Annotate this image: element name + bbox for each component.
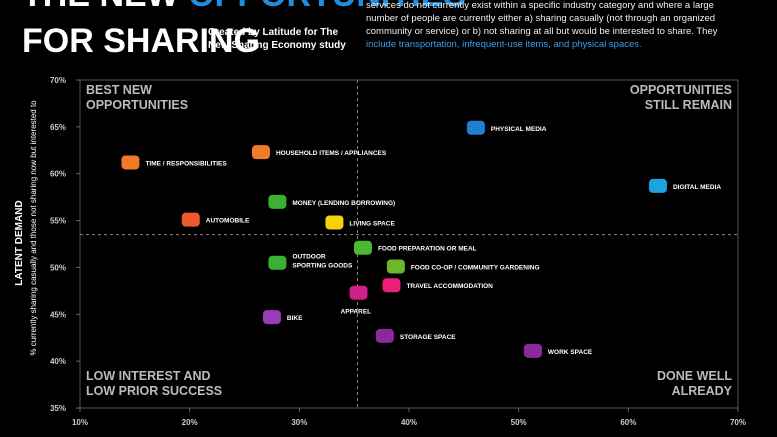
y-tick-label: 60%: [50, 170, 66, 179]
point-label: FOOD PREPARATION OR MEAL: [378, 246, 477, 253]
x-tick-label: 70%: [730, 418, 746, 427]
title: THE NEW OPPORTUNITIES: [22, 0, 466, 14]
description: services do not currently exist within a…: [366, 0, 718, 50]
subtitle: Created by Latitude for The: [208, 27, 338, 38]
quadrant-label: STILL REMAIN: [645, 98, 732, 112]
point-label: TIME / RESPONSIBILITIES: [145, 160, 227, 167]
point-label: APPAREL: [341, 309, 372, 316]
title-part: THE NEW: [22, 0, 180, 14]
title: FOR SHARING: [22, 22, 260, 60]
point-label: LIVING SPACE: [349, 220, 395, 227]
point-icon: [181, 212, 200, 227]
quadrant-label: BEST NEW: [86, 83, 152, 97]
description-line: community or service) or b) not sharing …: [366, 26, 718, 37]
point-icon: [251, 145, 270, 160]
point-icon: [349, 285, 368, 300]
y-tick-label: 55%: [50, 217, 66, 226]
y-tick-label: 35%: [50, 404, 66, 413]
quadrant-label: DONE WELL: [657, 369, 732, 383]
x-tick-label: 30%: [291, 418, 307, 427]
point-label: AUTOMOBILE: [206, 218, 250, 225]
point-icon: [375, 328, 394, 343]
y-tick-label: 40%: [50, 357, 66, 366]
point-icon: [523, 343, 542, 358]
x-tick-label: 10%: [72, 418, 88, 427]
description-line: number of people are currently either a)…: [366, 13, 715, 24]
x-tick-label: 50%: [511, 418, 527, 427]
description-line: include transportation, infrequent-use i…: [366, 39, 642, 50]
point-icon: [262, 310, 281, 325]
point-icon: [121, 155, 140, 170]
point-label: WORK SPACE: [548, 349, 593, 356]
quadrant-label: LOW INTEREST AND: [86, 369, 211, 383]
quadrant-label: LOW PRIOR SUCCESS: [86, 384, 222, 398]
point-icon: [325, 215, 344, 230]
point-icon: [386, 259, 405, 274]
y-axis-sublabel: % currently sharing casually and those n…: [29, 100, 38, 356]
x-tick-label: 60%: [620, 418, 636, 427]
quadrant-label: OPPORTUNITIES: [86, 98, 188, 112]
point-label: TRAVEL ACCOMMODATION: [406, 283, 493, 290]
description-line: services do not currently exist within a…: [366, 0, 714, 11]
y-tick-label: 50%: [50, 263, 66, 272]
point-label: OUTDOOR: [292, 254, 326, 261]
x-tick-label: 20%: [182, 418, 198, 427]
y-tick-label: 65%: [50, 123, 66, 132]
y-tick-label: 70%: [50, 76, 66, 85]
point-icon: [648, 178, 667, 193]
point-label: MONEY (LENDING BORROWING): [292, 200, 395, 207]
point-icon: [466, 120, 485, 135]
x-tick-label: 40%: [401, 418, 417, 427]
point-label: BIKE: [287, 315, 303, 322]
point-icon: [353, 240, 372, 255]
point-label: STORAGE SPACE: [400, 334, 456, 341]
point-icon: [268, 194, 287, 209]
title-part: OPPORTUNITIES: [188, 0, 466, 14]
point-label: DIGITAL MEDIA: [673, 184, 721, 191]
point-icon: [268, 255, 287, 270]
quadrant-label: OPPORTUNITIES: [630, 83, 732, 97]
point-label: PHYSICAL MEDIA: [491, 126, 547, 133]
y-axis-label: LATENT DEMAND: [14, 200, 25, 285]
point-icon: [382, 278, 401, 293]
point-label: SPORTING GOODS: [292, 263, 353, 270]
point-label: FOOD CO-OP / COMMUNITY GARDENING: [411, 264, 540, 271]
quadrant-label: ALREADY: [672, 384, 733, 398]
subtitle: New Sharing Economy study: [208, 40, 346, 51]
y-tick-label: 45%: [50, 310, 66, 319]
point-label: HOUSEHOLD ITEMS / APPLIANCES: [276, 150, 387, 157]
